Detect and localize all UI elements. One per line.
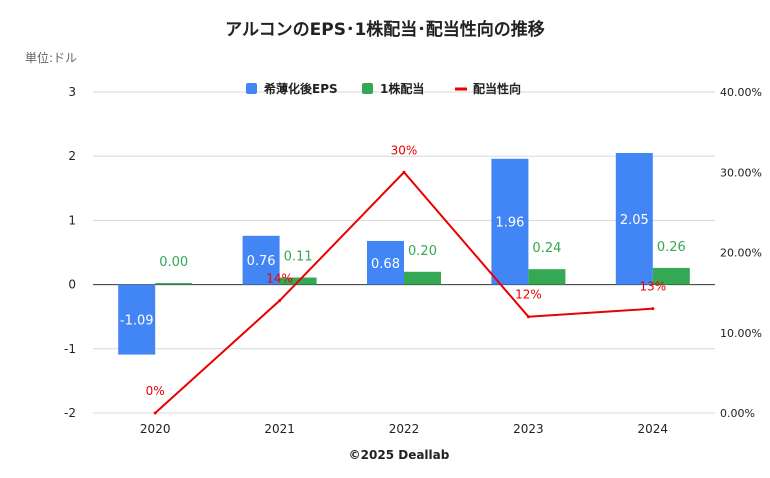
dividend-value-label: 0.20: [408, 244, 437, 259]
legend-swatch: [246, 83, 257, 94]
payout-ratio-line: [154, 170, 653, 414]
payout-ratio-point: [153, 411, 157, 415]
eps-bar: [615, 152, 653, 285]
eps-value-label: 0.76: [247, 254, 276, 269]
y-tick-label: 3: [68, 85, 76, 99]
dividend-value-label: 0.11: [284, 250, 313, 265]
y-tick-label: 1: [68, 213, 76, 227]
payout-ratio-label: 30%: [391, 143, 418, 157]
unit-label: 単位:ドル: [25, 50, 77, 65]
x-tick-label: 2024: [638, 422, 669, 436]
credit-text: ©2025 Deallab: [349, 448, 450, 462]
y-tick-label: -1: [64, 342, 76, 356]
eps-bar: [118, 284, 156, 355]
eps-bar: [242, 235, 280, 285]
y-tick-label: -2: [64, 406, 76, 420]
legend-label: 配当性向: [473, 81, 521, 96]
eps-value-label: 0.68: [371, 257, 400, 272]
dividend-bar: [652, 267, 690, 285]
y-tick-label: 2: [68, 149, 76, 163]
dividend-value-label: 0.00: [159, 255, 188, 270]
data-labels: -1.09 0.00 0.76 0.11 0.68 0.20 1.96 0.24 2.05 0.2…: [120, 143, 686, 398]
payout-ratio-label: 14%: [266, 272, 293, 286]
y2-tick-label: 30.00%: [720, 166, 762, 179]
right-axis: 0.00% 10.00% 20.00% 30.00% 40.00%: [720, 86, 762, 420]
payout-ratio-point: [278, 299, 282, 303]
dividend-bar: [528, 269, 566, 285]
legend-label: 希薄化後EPS: [263, 81, 338, 96]
left-axis: -2 -1 0 1 2 3: [64, 85, 76, 420]
x-tick-label: 2021: [264, 422, 295, 436]
dividend-value-label: 0.24: [532, 241, 561, 256]
payout-ratio-point: [651, 307, 655, 311]
dividend-bar: [155, 283, 193, 285]
y2-tick-label: 20.00%: [720, 247, 762, 260]
y2-tick-label: 40.00%: [720, 86, 762, 99]
payout-ratio-point: [402, 170, 406, 174]
y2-tick-label: 0.00%: [720, 407, 755, 420]
eps-value-label: 1.96: [495, 216, 524, 231]
payout-ratio-label: 13%: [639, 280, 666, 294]
chart-title: アルコンのEPS･1株配当･配当性向の推移: [225, 19, 545, 40]
eps-bar: [367, 240, 404, 285]
dividend-bar: [404, 271, 441, 285]
legend-swatch: [362, 83, 373, 94]
x-axis: 2020 2021 2022 2023 2024: [140, 422, 668, 436]
x-tick-label: 2023: [513, 422, 544, 436]
payout-ratio-label: 0%: [146, 384, 165, 398]
eps-value-label: -1.09: [120, 314, 154, 329]
x-tick-label: 2022: [389, 422, 420, 436]
eps-value-label: 2.05: [620, 213, 649, 228]
ratio-line-group: [153, 170, 655, 415]
eps-bar: [491, 158, 529, 285]
y-tick-label: 0: [68, 278, 76, 292]
payout-ratio-label: 12%: [515, 288, 542, 302]
y2-tick-label: 10.00%: [720, 327, 762, 340]
legend: 希薄化後EPS 1株配当 配当性向: [246, 81, 521, 96]
dividend-value-label: 0.26: [657, 240, 686, 255]
legend-label: 1株配当: [380, 81, 424, 96]
x-tick-label: 2020: [140, 422, 171, 436]
bars: [118, 152, 690, 355]
payout-ratio-point: [526, 315, 530, 319]
